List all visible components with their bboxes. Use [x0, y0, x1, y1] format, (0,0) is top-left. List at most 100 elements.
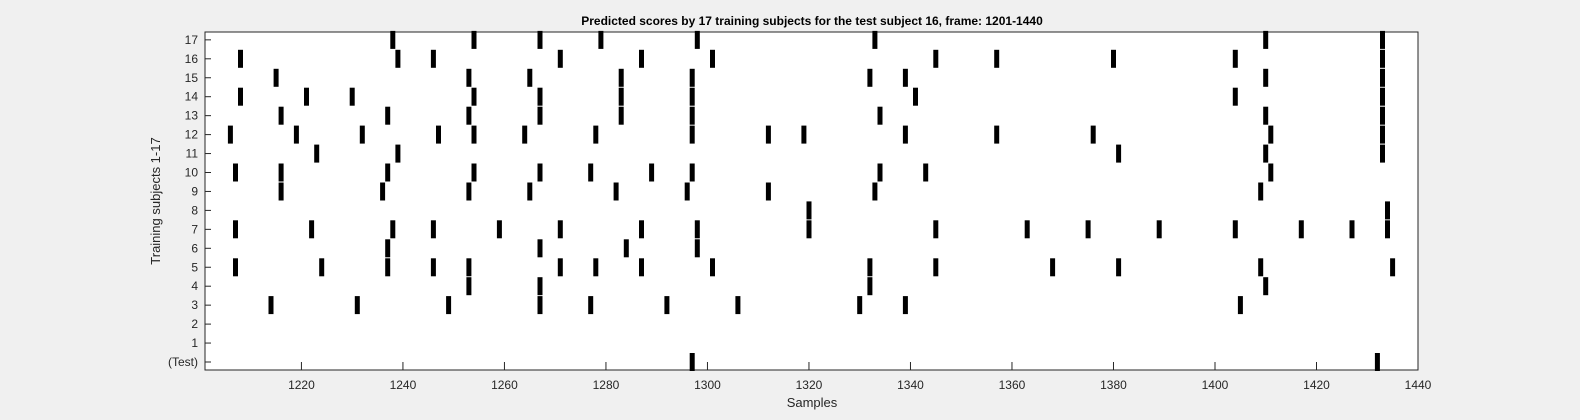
- score-mark-row-5-11: [1050, 258, 1056, 277]
- score-mark-row-9-0: [278, 182, 284, 201]
- score-mark-row-7-0: [233, 220, 238, 239]
- score-mark-row-14-5: [618, 87, 624, 106]
- score-mark-row-7-8: [806, 220, 812, 239]
- y-tick-label-2: 2: [191, 317, 198, 331]
- score-mark-row-17-6: [1263, 30, 1269, 49]
- y-tick-label-14: 14: [185, 90, 199, 104]
- score-mark-row-15-8: [1380, 68, 1385, 87]
- score-mark-row-10-5: [588, 163, 594, 182]
- score-mark-row-5-12: [1116, 258, 1122, 277]
- score-mark-row-14-1: [304, 87, 309, 106]
- y-tick-label-5: 5: [191, 260, 198, 274]
- chart-title: Predicted scores by 17 training subjects…: [581, 14, 1043, 28]
- score-mark-row-16-2: [430, 49, 436, 68]
- score-mark-row-17-4: [694, 30, 700, 49]
- score-mark-row-15-2: [527, 68, 533, 87]
- score-mark-row-7-16: [1385, 220, 1390, 239]
- score-mark-row-10-9: [923, 163, 929, 182]
- y-tick-label-16: 16: [185, 52, 199, 66]
- score-mark-row-16-10: [1380, 49, 1385, 68]
- x-tick-label-1260: 1260: [491, 378, 518, 392]
- score-mark-row-15-6: [902, 68, 908, 87]
- score-mark-row-3-4: [588, 296, 594, 315]
- score-mark-row-12-7: [689, 125, 695, 144]
- score-mark-row-5-7: [639, 258, 644, 277]
- score-mark-row-4-2: [867, 277, 873, 296]
- score-mark-row-5-4: [466, 258, 472, 277]
- x-tick-label-1300: 1300: [694, 378, 721, 392]
- y-tick-label-9: 9: [191, 184, 198, 198]
- y-tick-label-1: 1: [191, 336, 198, 350]
- score-mark-row-4-1: [537, 277, 543, 296]
- score-mark-row-16-0: [238, 49, 243, 68]
- score-mark-row-12-9: [801, 125, 807, 144]
- score-mark-row-3-6: [735, 296, 741, 315]
- score-mark-row-14-0: [238, 87, 243, 106]
- score-mark-row-17-1: [471, 30, 477, 49]
- score-mark-row-7-12: [1156, 220, 1162, 239]
- score-mark-row-16-8: [1111, 49, 1116, 68]
- y-tick-label-0: (Test): [168, 355, 198, 369]
- score-mark-row-3-7: [857, 296, 863, 315]
- score-mark-row-5-2: [385, 258, 391, 277]
- score-mark-row-14-7: [913, 87, 918, 106]
- score-mark-row-17-3: [598, 30, 604, 49]
- y-tick-label-10: 10: [185, 166, 199, 180]
- score-mark-row-12-11: [994, 125, 1000, 144]
- score-mark-row-12-0: [227, 125, 233, 144]
- score-mark-row-3-2: [446, 296, 452, 315]
- score-mark-row-5-10: [933, 258, 939, 277]
- score-mark-row-3-5: [664, 296, 670, 315]
- score-mark-row-7-6: [639, 220, 644, 239]
- score-mark-row-9-5: [684, 182, 690, 201]
- score-mark-row-10-6: [649, 163, 655, 182]
- score-mark-row-13-7: [1263, 106, 1269, 125]
- x-axis-label: Samples: [787, 395, 838, 410]
- score-mark-row-7-9: [933, 220, 939, 239]
- y-tick-label-15: 15: [185, 71, 199, 85]
- score-mark-row-10-2: [385, 163, 391, 182]
- score-mark-row-7-13: [1232, 220, 1238, 239]
- score-mark-row-15-4: [689, 68, 695, 87]
- score-mark-row-3-1: [354, 296, 360, 315]
- score-mark-row-6-3: [694, 239, 700, 258]
- score-mark-row-5-9: [867, 258, 873, 277]
- score-mark-row-9-8: [1258, 182, 1264, 201]
- score-mark-row-12-2: [359, 125, 365, 144]
- score-mark-row-13-3: [537, 106, 543, 125]
- score-mark-row-8-1: [1385, 201, 1390, 220]
- score-mark-row-8-0: [806, 201, 812, 220]
- score-mark-row-7-2: [390, 220, 396, 239]
- score-mark-row-13-2: [466, 106, 472, 125]
- score-mark-row-14-4: [537, 87, 543, 106]
- score-mark-row-4-3: [1263, 277, 1269, 296]
- y-tick-label-3: 3: [191, 298, 198, 312]
- score-mark-row-7-5: [557, 220, 563, 239]
- score-mark-row-9-4: [613, 182, 619, 201]
- score-mark-row-13-1: [385, 106, 391, 125]
- score-mark-row-10-7: [689, 163, 695, 182]
- score-mark-row-3-9: [1237, 296, 1243, 315]
- score-mark-row-4-0: [466, 277, 472, 296]
- x-tick-label-1420: 1420: [1303, 378, 1330, 392]
- score-mark-row-7-1: [309, 220, 315, 239]
- y-tick-label-12: 12: [185, 128, 199, 142]
- score-mark-row-11-0: [314, 144, 320, 163]
- score-mark-row-14-2: [349, 87, 355, 106]
- score-mark-row-10-0: [233, 163, 238, 182]
- score-mark-row-12-5: [522, 125, 528, 144]
- score-mark-row-5-3: [430, 258, 436, 277]
- y-tick-label-4: 4: [191, 279, 198, 293]
- score-mark-row-0-1: [1374, 353, 1380, 371]
- score-mark-row-13-6: [877, 106, 883, 125]
- score-mark-row-16-5: [710, 49, 715, 68]
- score-mark-row-11-1: [395, 144, 401, 163]
- score-mark-row-7-15: [1349, 220, 1355, 239]
- score-mark-row-15-0: [273, 68, 279, 87]
- score-mark-row-5-0: [233, 258, 238, 277]
- score-mark-row-6-2: [623, 239, 629, 258]
- x-tick-label-1400: 1400: [1202, 378, 1229, 392]
- score-mark-row-9-2: [466, 182, 472, 201]
